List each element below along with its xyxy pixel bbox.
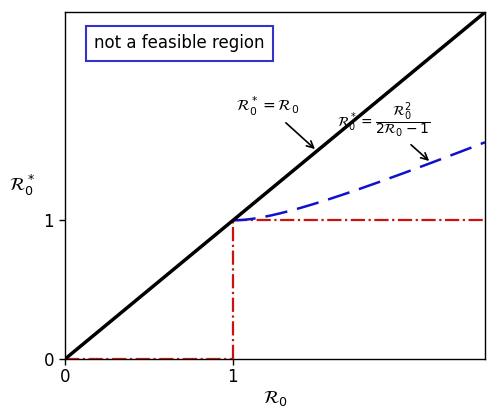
Text: $\mathcal{R}_0^* = \dfrac{\mathcal{R}_0^2}{2\mathcal{R}_0-1}$: $\mathcal{R}_0^* = \dfrac{\mathcal{R}_0^…	[337, 101, 430, 160]
X-axis label: $\mathcal{R}_0$: $\mathcal{R}_0$	[262, 389, 287, 408]
Text: $\mathcal{R}_0^* = \mathcal{R}_0$: $\mathcal{R}_0^* = \mathcal{R}_0$	[236, 95, 314, 148]
Text: not a feasible region: not a feasible region	[94, 34, 265, 53]
Y-axis label: $\mathcal{R}_0^*$: $\mathcal{R}_0^*$	[10, 173, 36, 198]
